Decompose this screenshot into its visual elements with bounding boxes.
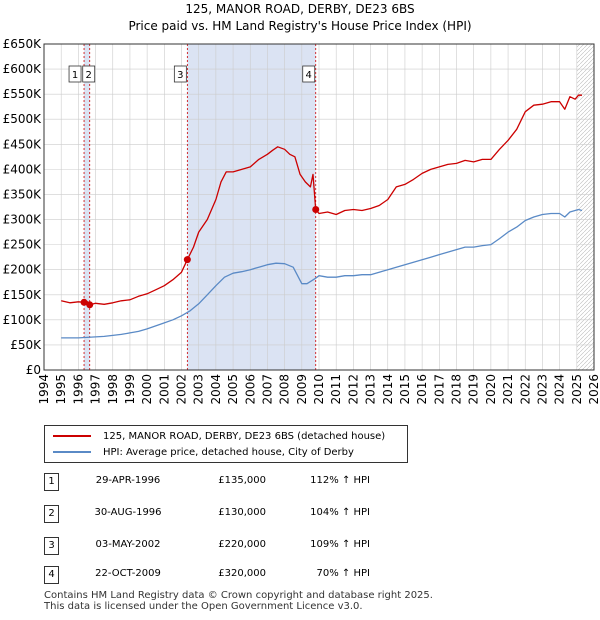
x-tick-label: 2016 <box>415 374 429 405</box>
x-tick-label: 2020 <box>484 374 498 405</box>
y-tick-label: £50K <box>10 338 42 352</box>
y-tick-label: £600K <box>3 62 43 76</box>
x-tick-label: 2012 <box>346 374 360 405</box>
y-tick-label: £0 <box>26 363 41 377</box>
x-tick-label: 2007 <box>260 374 274 405</box>
x-tick-label: 2026 <box>587 374 600 405</box>
x-tick-label: 1995 <box>54 374 68 405</box>
table-row: 4 22-OCT-2009 £320,000 70% ↑ HPI <box>0 566 600 584</box>
x-tick-label: 2015 <box>398 374 412 405</box>
legend-hpi-swatch <box>53 451 91 453</box>
sale-box-label-2: 2 <box>86 70 92 81</box>
x-tick-label: 2000 <box>140 374 154 405</box>
x-tick-label: 2004 <box>209 374 223 405</box>
transaction-hpi: 109% ↑ HPI <box>310 539 370 550</box>
x-tick-label: 2001 <box>157 374 171 405</box>
x-tick-label: 2024 <box>553 374 567 405</box>
x-tick-label: 2008 <box>278 374 292 405</box>
legend-item-price: 125, MANOR ROAD, DERBY, DE23 6BS (detach… <box>53 429 385 443</box>
x-tick-label: 2002 <box>175 374 189 405</box>
plot-frame <box>43 43 595 371</box>
legend: 125, MANOR ROAD, DERBY, DE23 6BS (detach… <box>44 425 408 463</box>
transaction-number: 1 <box>44 473 59 491</box>
x-tick-label: 1999 <box>123 374 137 405</box>
sale-box-label-1: 1 <box>72 70 78 81</box>
footer-licence: This data is licensed under the Open Gov… <box>44 601 363 612</box>
x-tick-label: 2006 <box>243 374 257 405</box>
x-tick-label: 2010 <box>312 374 326 405</box>
y-tick-label: £250K <box>3 238 43 252</box>
sale-marker-1 <box>80 298 88 306</box>
legend-hpi-label: HPI: Average price, detached house, City… <box>103 446 354 458</box>
x-tick-label: 2021 <box>501 374 515 405</box>
ownership-shade <box>84 44 90 370</box>
y-tick-label: £650K <box>3 37 43 51</box>
transaction-number: 3 <box>44 537 59 555</box>
table-row: 2 30-AUG-1996 £130,000 104% ↑ HPI <box>0 505 600 523</box>
x-tick-label: 2003 <box>192 374 206 405</box>
x-tick-label: 2013 <box>364 374 378 405</box>
sale-marker-2 <box>86 301 94 309</box>
transaction-date: 03-MAY-2002 <box>95 539 161 550</box>
price-series-line <box>61 94 582 306</box>
transaction-price: £135,000 <box>218 475 266 486</box>
transaction-hpi: 70% ↑ HPI <box>316 568 370 579</box>
transaction-hpi: 104% ↑ HPI <box>310 507 370 518</box>
transaction-date: 30-AUG-1996 <box>94 507 162 518</box>
sale-marker-4 <box>312 206 320 214</box>
y-tick-label: £200K <box>3 263 43 277</box>
transaction-price: £130,000 <box>218 507 266 518</box>
x-tick-label: 2023 <box>535 374 549 405</box>
sale-box-1 <box>68 65 82 83</box>
legend-price-swatch <box>53 435 91 437</box>
transaction-date: 29-APR-1996 <box>95 475 161 486</box>
hpi-series-line <box>61 208 583 339</box>
x-tick-label: 2014 <box>381 374 395 405</box>
chart-title: 125, MANOR ROAD, DERBY, DE23 6BS <box>185 2 414 16</box>
transaction-number: 2 <box>44 505 59 523</box>
price-chart: 125, MANOR ROAD, DERBY, DE23 6BS Price p… <box>3 2 600 405</box>
chart-subtitle: Price paid vs. HM Land Registry's House … <box>128 19 471 33</box>
transaction-date: 22-OCT-2009 <box>95 568 161 579</box>
y-tick-label: £500K <box>3 112 43 126</box>
x-tick-label: 2022 <box>518 374 532 405</box>
x-tick-label: 1996 <box>71 374 85 405</box>
legend-price-label: 125, MANOR ROAD, DERBY, DE23 6BS (detach… <box>103 430 386 442</box>
x-tick-label: 2009 <box>295 374 309 405</box>
sale-box-3 <box>173 65 187 83</box>
sale-box-label-4: 4 <box>306 70 312 81</box>
x-tick-label: 2005 <box>226 374 240 405</box>
y-tick-label: £350K <box>3 187 43 201</box>
transaction-number: 4 <box>44 566 59 584</box>
legend-item-hpi: HPI: Average price, detached house, City… <box>53 445 354 459</box>
x-tick-label: 2025 <box>570 374 584 405</box>
table-row: 1 29-APR-1996 £135,000 112% ↑ HPI <box>0 473 600 491</box>
sale-box-4 <box>302 65 316 83</box>
x-tick-label: 1997 <box>89 374 103 405</box>
x-tick-label: 2011 <box>329 374 343 405</box>
y-tick-label: £550K <box>3 87 43 101</box>
y-tick-label: £100K <box>3 313 43 327</box>
sale-box-label-3: 3 <box>177 70 183 81</box>
x-tick-label: 2017 <box>432 374 446 405</box>
transaction-price: £320,000 <box>218 568 266 579</box>
sale-box-2 <box>82 65 96 83</box>
ownership-shade <box>187 44 316 370</box>
y-tick-label: £150K <box>3 288 43 302</box>
x-tick-label: 2018 <box>450 374 464 405</box>
sale-marker-3 <box>183 256 191 264</box>
table-row: 3 03-MAY-2002 £220,000 109% ↑ HPI <box>0 537 600 555</box>
footer-copyright: Contains HM Land Registry data © Crown c… <box>44 590 433 601</box>
x-tick-label: 1998 <box>106 374 120 405</box>
x-tick-label: 1994 <box>37 374 51 405</box>
y-tick-label: £450K <box>3 137 43 151</box>
y-tick-label: £300K <box>3 213 43 227</box>
x-tick-label: 2019 <box>467 374 481 405</box>
forecast-hatch <box>576 44 594 370</box>
y-tick-label: £400K <box>3 162 43 176</box>
transaction-hpi: 112% ↑ HPI <box>310 475 370 486</box>
transaction-price: £220,000 <box>218 539 266 550</box>
footer: Contains HM Land Registry data © Crown c… <box>44 590 433 612</box>
